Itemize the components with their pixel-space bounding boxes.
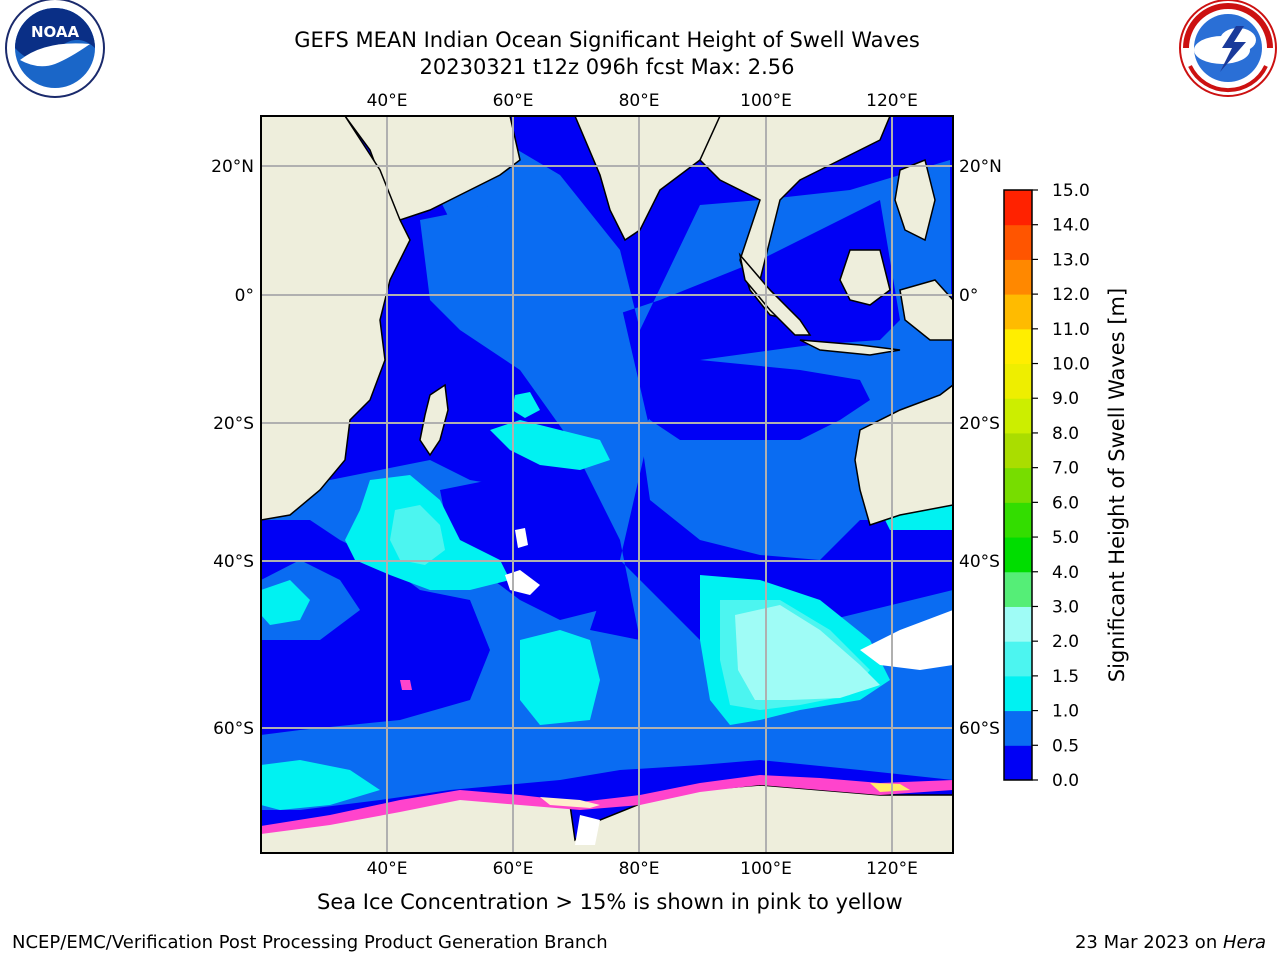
sea-ice-caption: Sea Ice Concentration > 15% is shown in … bbox=[317, 890, 903, 914]
lon-labels-bottom: 40°E 60°E 80°E 100°E 120°E bbox=[367, 859, 918, 879]
colorbar-segment bbox=[1004, 294, 1032, 330]
nws-logo-icon bbox=[1179, 0, 1277, 97]
lon-label-bottom: 40°E bbox=[367, 859, 408, 879]
lon-label-top: 60°E bbox=[493, 91, 534, 111]
colorbar-tick-label: 14.0 bbox=[1052, 216, 1090, 236]
lat-label-right: 40°S bbox=[959, 552, 1000, 572]
lat-label-left: 0° bbox=[235, 286, 254, 306]
colorbar-tick-label: 3.0 bbox=[1052, 597, 1079, 617]
colorbar-segment bbox=[1004, 328, 1032, 365]
lat-labels-left: 20°N 0° 20°S 40°S 60°S bbox=[211, 157, 254, 739]
lat-label-right: 60°S bbox=[959, 719, 1000, 739]
footer-branch: NCEP/EMC/Verification Post Processing Pr… bbox=[12, 932, 608, 953]
colorbar-tick-label: 11.0 bbox=[1052, 320, 1090, 340]
colorbar-segment bbox=[1004, 710, 1032, 746]
colorbar-tick-label: 1.5 bbox=[1052, 667, 1079, 687]
colorbar-segment bbox=[1004, 502, 1032, 538]
lat-label-left: 60°S bbox=[213, 719, 254, 739]
lon-labels-top: 40°E 60°E 80°E 100°E 120°E bbox=[367, 91, 918, 111]
colorbar: 0.0 0.5 1.0 1.5 2.0 3.0 4.0 5.0 6.0 7.0 8.0 9.0 10.0… bbox=[1003, 181, 1090, 791]
colorbar-segment bbox=[1004, 467, 1032, 503]
colorbar-segment bbox=[1004, 606, 1032, 642]
chart-subtitle: 20230321 t12z 096h fcst Max: 2.56 bbox=[419, 55, 795, 79]
colorbar-tick-label: 0.5 bbox=[1052, 736, 1079, 756]
colorbar-tick-label: 2.0 bbox=[1052, 632, 1079, 652]
colorbar-tick-label: 12.0 bbox=[1052, 285, 1090, 305]
no-data-regions bbox=[505, 528, 953, 845]
map-plot-area bbox=[261, 116, 953, 853]
footer-date: 23 Mar 2023 on Hera bbox=[1075, 932, 1266, 953]
lat-labels-right: 20°N 0° 20°S 40°S 60°S bbox=[959, 157, 1002, 739]
colorbar-tick-label: 4.0 bbox=[1052, 563, 1079, 583]
lon-label-bottom: 100°E bbox=[740, 859, 792, 879]
noaa-logo-icon: NOAA bbox=[5, 0, 105, 98]
map-frame bbox=[260, 115, 954, 854]
lat-label-right: 0° bbox=[959, 286, 978, 306]
lon-label-top: 40°E bbox=[367, 91, 408, 111]
noaa-logo-text: NOAA bbox=[31, 23, 80, 41]
sea-ice-band bbox=[261, 680, 953, 834]
lon-label-top: 120°E bbox=[866, 91, 918, 111]
lat-label-right: 20°S bbox=[959, 414, 1000, 434]
lon-label-bottom: 120°E bbox=[866, 859, 918, 879]
colorbar-tick-label: 15.0 bbox=[1052, 181, 1090, 201]
footer-date-text: 23 Mar 2023 on bbox=[1074, 932, 1223, 953]
lat-label-right: 20°N bbox=[959, 157, 1002, 177]
colorbar-segment bbox=[1004, 224, 1032, 260]
footer-host: Hera bbox=[1222, 932, 1266, 953]
colorbar-segment bbox=[1004, 675, 1032, 712]
colorbar-label: Significant Height of Swell Waves [m] bbox=[1105, 288, 1129, 682]
swell-zone-2.0-3.0 bbox=[735, 605, 880, 700]
colorbar-tick-label: 7.0 bbox=[1052, 459, 1079, 479]
colorbar-frame bbox=[1003, 189, 1033, 781]
colorbar-tick-label: 1.0 bbox=[1052, 702, 1079, 722]
colorbar-segment bbox=[1004, 641, 1032, 677]
colorbar-tick-label: 0.0 bbox=[1052, 771, 1079, 791]
lon-label-top: 80°E bbox=[619, 91, 660, 111]
colorbar-segment bbox=[1004, 432, 1032, 469]
lat-label-left: 20°N bbox=[211, 157, 254, 177]
chart-title: GEFS MEAN Indian Ocean Significant Heigh… bbox=[294, 28, 920, 52]
colorbar-segment bbox=[1004, 537, 1032, 573]
colorbar-segment bbox=[1004, 259, 1032, 295]
lat-label-left: 40°S bbox=[213, 552, 254, 572]
colorbar-segment bbox=[1004, 571, 1032, 607]
colorbar-tick-label: 9.0 bbox=[1052, 389, 1079, 409]
swell-zone-0.0-0.5 bbox=[261, 360, 870, 720]
colorbar-tick-label: 8.0 bbox=[1052, 424, 1079, 444]
lon-label-top: 100°E bbox=[740, 91, 792, 111]
map-gridlines bbox=[261, 116, 953, 853]
colorbar-tick-label: 5.0 bbox=[1052, 528, 1079, 548]
colorbar-tick-label: 10.0 bbox=[1052, 355, 1090, 375]
lat-label-left: 20°S bbox=[213, 414, 254, 434]
colorbar-tick-label: 13.0 bbox=[1052, 250, 1090, 270]
colorbar-segment bbox=[1004, 745, 1032, 781]
lon-label-bottom: 80°E bbox=[619, 859, 660, 879]
colorbar-segment bbox=[1004, 190, 1032, 226]
colorbar-tick-label: 6.0 bbox=[1052, 493, 1079, 513]
lon-label-bottom: 60°E bbox=[493, 859, 534, 879]
colorbar-segment bbox=[1004, 363, 1032, 399]
colorbar-segment bbox=[1004, 398, 1032, 434]
